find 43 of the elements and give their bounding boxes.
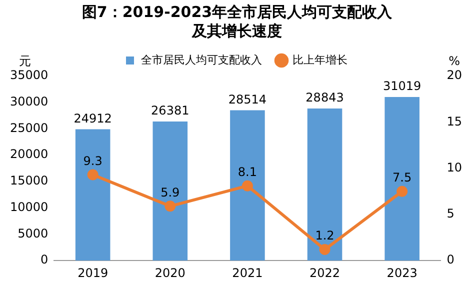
data-label: 28843: [306, 90, 344, 105]
data-label: 1.2: [315, 228, 334, 243]
point: [164, 200, 176, 212]
bar: [384, 96, 420, 261]
data-label: 26381: [151, 104, 190, 118]
y2-tick-label: 20: [446, 68, 462, 82]
data-label: 28514: [228, 92, 267, 106]
x-tick-label: 2021: [232, 266, 263, 280]
x-tick-label: 2022: [309, 266, 340, 280]
x-tick-label: 2023: [386, 266, 418, 280]
y2-tick-label: 10: [446, 160, 462, 174]
y2-tick-label: 0: [446, 252, 454, 267]
y-tick-label: 20000: [10, 147, 48, 162]
y-tick-label: 10000: [10, 200, 48, 214]
x-tick-label: 2019: [78, 266, 108, 280]
y-tick-label: 5000: [18, 226, 48, 240]
point: [242, 180, 253, 192]
data-label: 7.5: [392, 170, 412, 184]
y2-axis-title: %: [448, 54, 460, 68]
data-label: 24912: [74, 111, 112, 126]
point: [396, 186, 408, 197]
y-tick-label: 0: [40, 252, 48, 267]
y-tick-label: 25000: [10, 120, 48, 135]
point: [319, 244, 330, 256]
y-tick-label: 15000: [10, 174, 48, 188]
bar: [152, 121, 188, 261]
bar: [75, 129, 110, 261]
data-label: 31019: [382, 79, 422, 94]
y-tick-label: 30000: [10, 94, 48, 108]
y-axis-title: 元: [19, 54, 32, 68]
legend-label: 全市居民人均可支配收入: [141, 53, 262, 66]
bar: [230, 110, 265, 261]
y-tick-label: 35000: [10, 68, 48, 82]
y2-tick-label: 5: [446, 206, 454, 221]
bar: [307, 108, 342, 261]
x-tick-label: 2020: [154, 266, 186, 280]
point: [87, 169, 98, 180]
data-label: 5.9: [160, 185, 180, 200]
y2-tick-label: 15: [446, 114, 462, 128]
chart-title: 图7：2019-2023年全市居民人均可支配收入及其增长速度: [81, 3, 393, 41]
data-label: 8.1: [238, 164, 257, 179]
data-label: 9.3: [83, 154, 102, 168]
legend-label: 比上年增长: [292, 53, 348, 66]
